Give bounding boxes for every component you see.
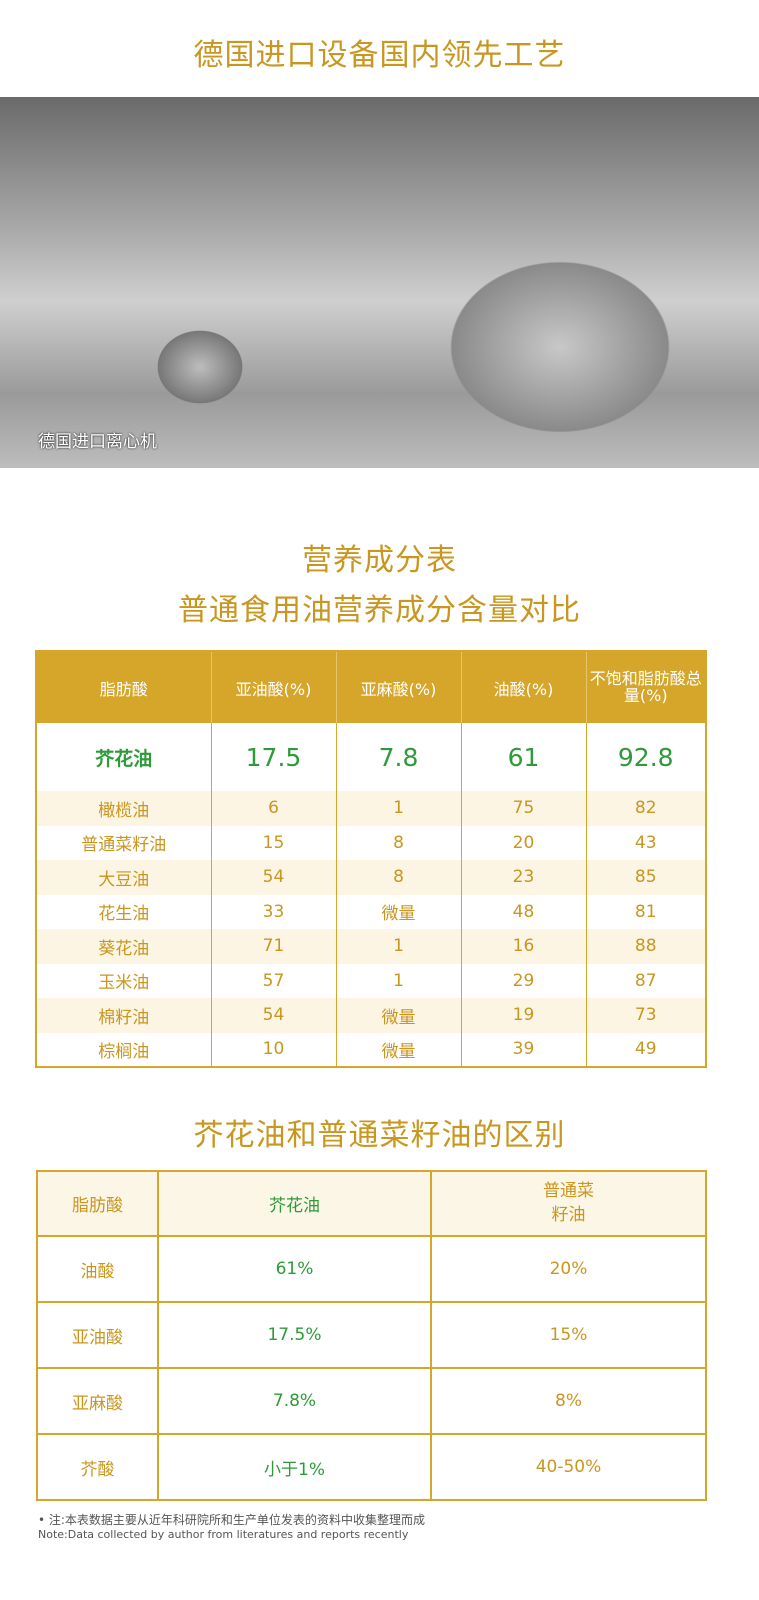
table-cell: 61 [461,723,587,791]
table-row: 棕榈油 10 微量 39 49 [36,1032,707,1067]
table-cell: 芥酸 [36,1433,159,1501]
table-cell: 39 [461,1032,587,1067]
table-cell: 微量 [336,1032,462,1067]
table-cell: 油酸 [36,1235,159,1303]
table-row: 葵花油 71 1 16 88 [36,929,707,964]
col-header: 亚油酸(%) [211,651,337,723]
note-en: Note:Data collected by author from liter… [38,1528,409,1541]
table-row: 芥酸 小于1% 40-50% [36,1433,707,1501]
table-cell: 8 [336,825,462,860]
table-cell: 87 [586,963,707,998]
table-cell: 花生油 [36,894,212,929]
table-cell: 20 [461,825,587,860]
table-cell: 8 [336,860,462,895]
table-cell: 43 [586,825,707,860]
table-cell: 88 [586,929,707,964]
table-cell: 20% [430,1235,707,1303]
table-cell: 葵花油 [36,929,212,964]
table-cell: 81 [586,894,707,929]
table-cell: 29 [461,963,587,998]
page-title: 德国进口设备国内领先工艺 [193,38,566,73]
table-cell: 10 [211,1032,337,1067]
nutrition-table: 脂肪酸 亚油酸(%) 亚麻酸(%) 油酸(%) 不饱和脂肪酸总量(%) 芥花油 1… [35,650,707,1068]
table-cell: 57 [211,963,337,998]
table-cell: 48 [461,894,587,929]
table-cell: 1 [336,963,462,998]
nutrition-subtitle: 普通食用油营养成分含量对比 [178,593,581,628]
table-cell: 17.5% [157,1301,432,1369]
table-cell: 85 [586,860,707,895]
table-cell: 49 [586,1032,707,1067]
table-cell: 54 [211,860,337,895]
table-cell: 亚油酸 [36,1301,159,1369]
col-header: 脂肪酸 [36,1170,159,1237]
table-cell: 1 [336,791,462,826]
compare-title: 芥花油和普通菜籽油的区别 [193,1118,566,1153]
table-cell: 亚麻酸 [36,1367,159,1435]
table-cell: 普通菜籽油 [36,825,212,860]
table-cell: 1 [336,929,462,964]
table-cell: 芥花油 [36,723,212,791]
table-cell: 橄榄油 [36,791,212,826]
table-cell: 微量 [336,894,462,929]
table-row: 亚麻酸 7.8% 8% [36,1367,707,1435]
table-cell: 15% [430,1301,707,1369]
table-cell: 73 [586,998,707,1033]
table-row: 花生油 33 微量 48 81 [36,894,707,929]
table-cell: 33 [211,894,337,929]
table-row: 棉籽油 54 微量 19 73 [36,998,707,1033]
table-cell: 6 [211,791,337,826]
compare-table: 脂肪酸 芥花油 普通菜籽油 油酸 61% 20% 亚油酸 17.5% 15% 亚麻酸 7.8%… [36,1170,707,1501]
table-cell: 92.8 [586,723,707,791]
table-cell: 8% [430,1367,707,1435]
table-cell: 15 [211,825,337,860]
table-cell: 7.8 [336,723,462,791]
col-header: 普通菜籽油 [430,1170,707,1237]
table-cell: 71 [211,929,337,964]
table-cell: 61% [157,1235,432,1303]
table-cell: 16 [461,929,587,964]
centrifuge-photo: 德国进口离心机 [0,97,759,468]
table-cell: 17.5 [211,723,337,791]
table-cell: 7.8% [157,1367,432,1435]
col-header: 芥花油 [157,1170,432,1237]
table-cell: 玉米油 [36,963,212,998]
table-cell: 棕榈油 [36,1032,212,1067]
nutrition-title: 营养成分表 [302,543,457,578]
table-row: 橄榄油 6 1 75 82 [36,791,707,826]
table-cell: 棉籽油 [36,998,212,1033]
table-row: 芥花油 17.5 7.8 61 92.8 [36,723,707,791]
table-row: 大豆油 54 8 23 85 [36,860,707,895]
table-cell: 小于1% [157,1433,432,1501]
table-row: 玉米油 57 1 29 87 [36,963,707,998]
table-cell: 40-50% [430,1433,707,1501]
table-cell: 82 [586,791,707,826]
table-cell: 微量 [336,998,462,1033]
table-cell: 54 [211,998,337,1033]
table-row: 油酸 61% 20% [36,1235,707,1303]
table-cell: 75 [461,791,587,826]
table-row: 普通菜籽油 15 8 20 43 [36,825,707,860]
col-header: 不饱和脂肪酸总量(%) [586,651,707,723]
table-row: 亚油酸 17.5% 15% [36,1301,707,1369]
col-header: 脂肪酸 [36,651,212,723]
table-cell: 23 [461,860,587,895]
col-header: 油酸(%) [461,651,587,723]
table-cell: 19 [461,998,587,1033]
photo-caption: 德国进口离心机 [38,432,157,452]
table-cell: 大豆油 [36,860,212,895]
col-header: 亚麻酸(%) [336,651,462,723]
note-zh: • 注:本表数据主要从近年科研院所和生产单位发表的资料中收集整理而成 [38,1513,425,1527]
